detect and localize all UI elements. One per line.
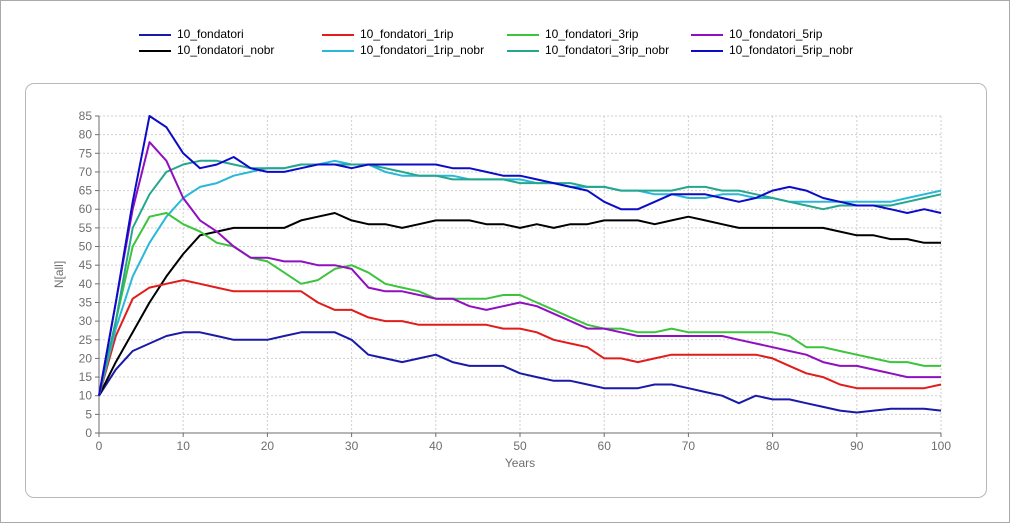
y-tick-label: 0	[85, 426, 92, 440]
y-tick-label: 35	[79, 295, 93, 309]
y-tick-label: 80	[79, 128, 93, 142]
legend-swatch	[322, 50, 354, 52]
chart-panel: 0 5 10 15 20 25 30 35 40 45 50 55 60 65 70 75 80 85 0 10 20 3…	[25, 83, 987, 498]
y-tick-label: 65	[79, 184, 93, 198]
y-tick-label: 75	[79, 146, 93, 160]
series-line-10_fondatori_1rip	[98, 279, 942, 396]
x-tick-label: 0	[96, 439, 103, 453]
legend-label: 10_fondatori_5rip	[729, 27, 823, 41]
y-tick-label: 85	[79, 109, 93, 123]
line-chart: 0 5 10 15 20 25 30 35 40 45 50 55 60 65 70 75 80 85 0 10 20 3…	[52, 109, 951, 470]
x-tick-label: 50	[513, 439, 527, 453]
x-tick-label: 100	[931, 439, 951, 453]
y-tick-label: 60	[79, 202, 93, 216]
y-tick-label: 10	[79, 389, 93, 403]
series-line-10_fondatori	[98, 331, 942, 414]
legend-label: 10_fondatori_5rip_nobr	[729, 43, 854, 57]
legend-label: 10_fondatori_3rip	[545, 27, 639, 41]
y-tick-label: 25	[79, 333, 93, 347]
series-line-10_fondatori_1rip_nobr	[98, 159, 942, 396]
x-tick-label: 70	[682, 439, 696, 453]
y-tick-label: 50	[79, 240, 93, 254]
y-tick-label: 15	[79, 370, 93, 384]
x-tick-label: 20	[261, 439, 275, 453]
y-tick-label: 45	[79, 258, 93, 272]
x-tick-label: 60	[598, 439, 612, 453]
y-tick-label: 40	[79, 277, 93, 291]
legend-swatch	[139, 50, 171, 52]
x-tick-label: 30	[345, 439, 359, 453]
x-tick-label: 10	[177, 439, 191, 453]
series-line-10_fondatori_5rip_nobr	[98, 115, 942, 396]
series-line-10_fondatori_3rip_nobr	[98, 159, 942, 396]
legend-swatch	[322, 34, 354, 36]
x-tick-label: 90	[850, 439, 864, 453]
legend-label: 10_fondatori_1rip_nobr	[360, 43, 485, 57]
y-tick-label: 55	[79, 221, 93, 235]
legend-label: 10_fondatori_1rip	[360, 27, 454, 41]
y-tick-label: 70	[79, 165, 93, 179]
legend-swatch	[507, 50, 539, 52]
x-tick-label: 80	[766, 439, 780, 453]
series-line-10_fondatori_nobr	[98, 212, 941, 397]
legend-swatch	[691, 50, 723, 52]
legend-label: 10_fondatori_nobr	[177, 43, 275, 57]
y-tick-label: 20	[79, 351, 93, 365]
y-tick-label: 5	[85, 407, 92, 421]
x-axis-title: Years	[505, 456, 535, 470]
x-tick-label: 40	[429, 439, 443, 453]
legend-swatch	[691, 34, 723, 36]
chart-legend: 10_fondatori 10_fondatori_nobr 10_fondator…	[0, 0, 1010, 70]
y-axis-title: N[all]	[52, 261, 66, 288]
legend-label: 10_fondatori_3rip_nobr	[545, 43, 670, 57]
y-tick-label: 30	[79, 314, 93, 328]
legend-label: 10_fondatori	[177, 27, 244, 41]
legend-swatch	[507, 34, 539, 36]
series-line-10_fondatori_5rip	[98, 141, 941, 396]
legend-swatch	[139, 34, 171, 36]
